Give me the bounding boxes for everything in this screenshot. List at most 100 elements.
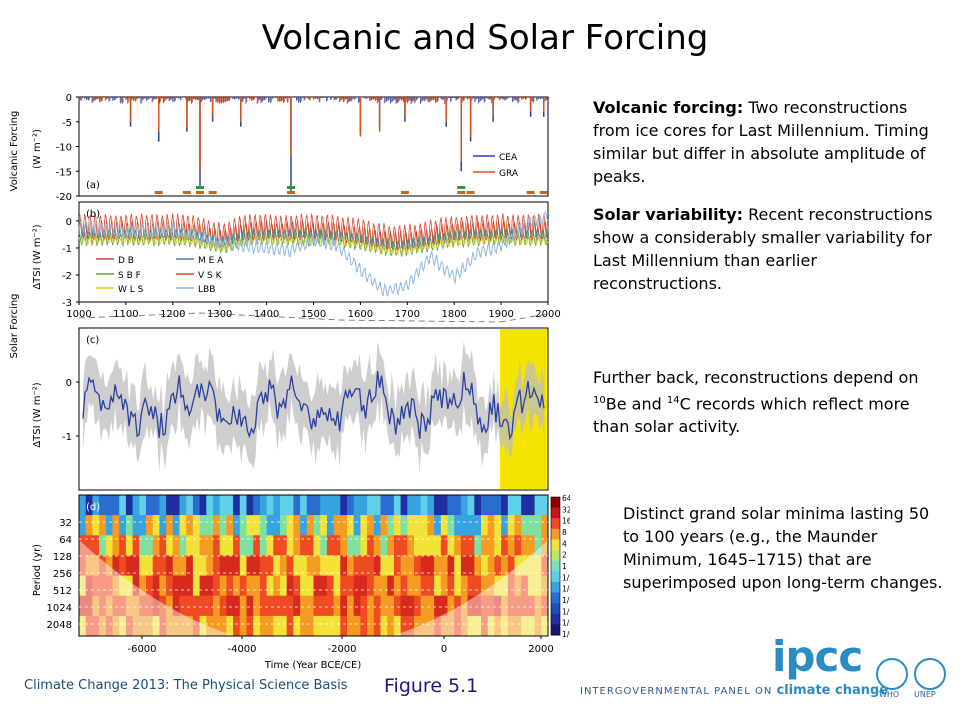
- heatmap-cell: [146, 575, 154, 597]
- heatmap-cell: [273, 575, 281, 597]
- heatmap-cell: [326, 495, 335, 516]
- panel-d-ytick-label: 2048: [47, 620, 72, 631]
- heatmap-cell: [99, 555, 107, 577]
- panel-d-xtick-label: -6000: [127, 644, 156, 655]
- heatmap-cell: [172, 615, 181, 636]
- heatmap-cell: [467, 555, 475, 577]
- heatmap-cell: [199, 615, 207, 636]
- heatmap-cell: [206, 495, 214, 516]
- heatmap-cell: [527, 495, 536, 516]
- heatmap-cell: [233, 615, 241, 636]
- heatmap-cell: [159, 495, 167, 516]
- eruption-marker-green: [286, 186, 295, 189]
- panel-b-ytick-label: -3: [62, 298, 72, 309]
- panel-a-ytick-label: -5: [62, 118, 72, 129]
- panel-d-label: (d): [86, 502, 100, 513]
- heatmap-cell: [481, 535, 489, 556]
- eruption-marker-orange: [539, 191, 548, 194]
- heatmap-cell: [300, 575, 308, 597]
- heatmap-cell: [139, 615, 147, 636]
- heatmap-cell: [199, 575, 207, 597]
- heatmap-cell: [454, 595, 462, 617]
- footer-source: Climate Change 2013: The Physical Scienc…: [24, 678, 348, 693]
- heatmap-cell: [440, 575, 449, 597]
- heatmap-cell: [481, 555, 489, 577]
- heatmap-cell: [440, 495, 449, 516]
- heatmap-cell: [494, 575, 502, 597]
- heatmap-cell: [125, 555, 134, 577]
- volcanic-forcing-body: Two reconstructions from ice cores for L…: [593, 98, 929, 186]
- heatmap-cell: [152, 555, 160, 577]
- heatmap-cell: [501, 535, 509, 556]
- panel-c-label: (c): [86, 335, 99, 346]
- heatmap-cell: [293, 615, 301, 636]
- heatmap-cell: [293, 495, 301, 516]
- heatmap-cell: [85, 615, 93, 636]
- heatmap-cell: [360, 535, 368, 556]
- heatmap-cell: [541, 515, 548, 536]
- heatmap-cell: [300, 595, 308, 617]
- heatmap-cell: [326, 515, 335, 536]
- heatmap-cell: [407, 535, 415, 556]
- heatmap-cell: [233, 515, 241, 536]
- heatmap-cell: [293, 515, 301, 536]
- heatmap-cell: [125, 535, 134, 556]
- heatmap-cell: [179, 615, 187, 636]
- heatmap-cell: [541, 615, 548, 636]
- panel-d-ytick-label: 512: [53, 586, 72, 597]
- legend-label-lbb: LBB: [198, 285, 215, 295]
- heatmap-cell: [320, 515, 328, 536]
- heatmap-cell: [186, 535, 194, 556]
- heatmap-cell: [139, 595, 147, 617]
- heatmap-cell: [313, 515, 321, 536]
- heatmap-cell: [420, 575, 428, 597]
- colorbar-segment: [551, 581, 560, 593]
- heatmap-cell: [360, 595, 368, 617]
- heatmap-cell: [92, 595, 100, 617]
- colorbar-tick-label: 1/8: [562, 596, 570, 605]
- heatmap-cell: [199, 535, 207, 556]
- heatmap-cell: [179, 535, 187, 556]
- heatmap-cell: [534, 615, 542, 636]
- heatmap-cell: [481, 495, 489, 516]
- eruption-marker-orange: [154, 191, 163, 194]
- heatmap-cell: [313, 615, 321, 636]
- heatmap-cell: [112, 595, 120, 617]
- heatmap-cell: [387, 535, 395, 556]
- heatmap-cell: [259, 615, 268, 636]
- heatmap-cell: [320, 535, 328, 556]
- heatmap-cell: [146, 495, 154, 516]
- heatmap-cell: [280, 535, 288, 556]
- heatmap-cell: [400, 575, 408, 597]
- heatmap-cell: [507, 595, 516, 617]
- heatmap-cell: [213, 575, 221, 597]
- eruption-marker-orange: [196, 191, 205, 194]
- eruption-marker-orange: [182, 191, 191, 194]
- heatmap-cell: [501, 515, 509, 536]
- heatmap-cell: [447, 555, 455, 577]
- heatmap-cell: [393, 575, 402, 597]
- heatmap-cell: [367, 495, 375, 516]
- heatmap-cell: [333, 575, 341, 597]
- heatmap-cell: [286, 555, 294, 577]
- heatmap-cell: [393, 515, 402, 536]
- heatmap-cell: [266, 595, 274, 617]
- heatmap-cell: [367, 515, 375, 536]
- heatmap-cell: [400, 535, 408, 556]
- heatmap-cell: [92, 615, 100, 636]
- heatmap-cell: [527, 555, 536, 577]
- heatmap-cell: [460, 535, 469, 556]
- ipcc-tagline-prefix: INTERGOVERNMENTAL PANEL ON: [580, 686, 773, 697]
- heatmap-cell: [119, 495, 127, 516]
- heatmap-cell: [239, 555, 248, 577]
- heatmap-cell: [105, 615, 114, 636]
- heatmap-cell: [494, 495, 502, 516]
- heatmap-cell: [186, 575, 194, 597]
- unep-emblem-icon: [914, 658, 946, 690]
- colorbar-segment: [551, 539, 560, 551]
- heatmap-cell: [99, 595, 107, 617]
- heatmap-cell: [427, 535, 435, 556]
- heatmap-cell: [407, 575, 415, 597]
- heatmap-cell: [219, 495, 227, 516]
- heatmap-cell: [367, 535, 375, 556]
